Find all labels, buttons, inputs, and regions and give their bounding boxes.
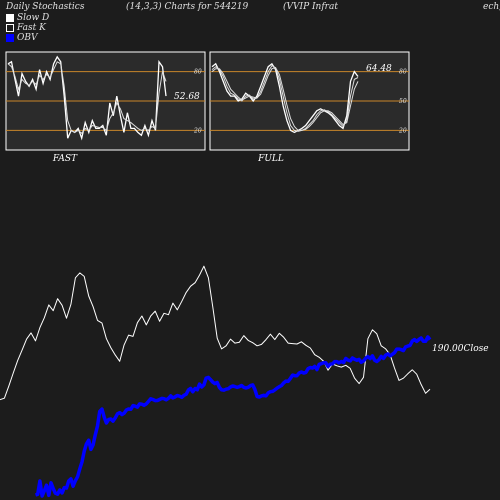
- fast-k-swatch: [6, 24, 14, 32]
- legend-fast-k-label: Fast K: [17, 23, 46, 33]
- stoch-line-2: [211, 67, 359, 131]
- obv-swatch: [6, 34, 14, 42]
- tick-label-50: 50: [399, 98, 407, 105]
- fast-stochastic-panel: 80 20 52.68 FAST: [5, 51, 206, 164]
- close-value-label: 190.00Close: [432, 344, 489, 354]
- tick-label-20: 20: [193, 127, 202, 134]
- stock-name-cut: ech) I: [483, 2, 500, 12]
- tick-label-80: 80: [399, 69, 407, 76]
- full-stochastic-panel: 80 50 20 64.48 FULL: [209, 51, 410, 164]
- stoch-line-0: [211, 62, 359, 134]
- stoch-line-1: [7, 61, 167, 135]
- legend-obv: OBV: [6, 33, 38, 43]
- last-value-label: 52.68: [174, 92, 200, 102]
- last-value-label: 64.48: [366, 64, 392, 74]
- stoch-line-0: [7, 55, 167, 141]
- legend-obv-label: OBV: [17, 33, 38, 43]
- legend-fast-k: Fast K: [6, 23, 46, 33]
- stock-name: (VVIP Infrat: [283, 2, 338, 12]
- tick-label-20: 20: [398, 127, 407, 134]
- legend-slow-d: Slow D: [6, 13, 49, 23]
- panel-title: FAST: [52, 154, 78, 164]
- legend-slow-d-label: Slow D: [17, 13, 50, 23]
- obv-line: [34, 335, 432, 498]
- panel-title: FULL: [257, 154, 284, 164]
- tick-label-80: 80: [194, 69, 202, 76]
- chart-title: Daily Stochastics: [6, 2, 85, 12]
- chart-params: (14,3,3) Charts for 544219: [126, 2, 249, 12]
- stoch-line-1: [211, 65, 359, 132]
- close-price-line: [0, 265, 431, 401]
- price-obv-panel: 190.00Close: [0, 265, 489, 498]
- slow-d-swatch: [6, 14, 14, 22]
